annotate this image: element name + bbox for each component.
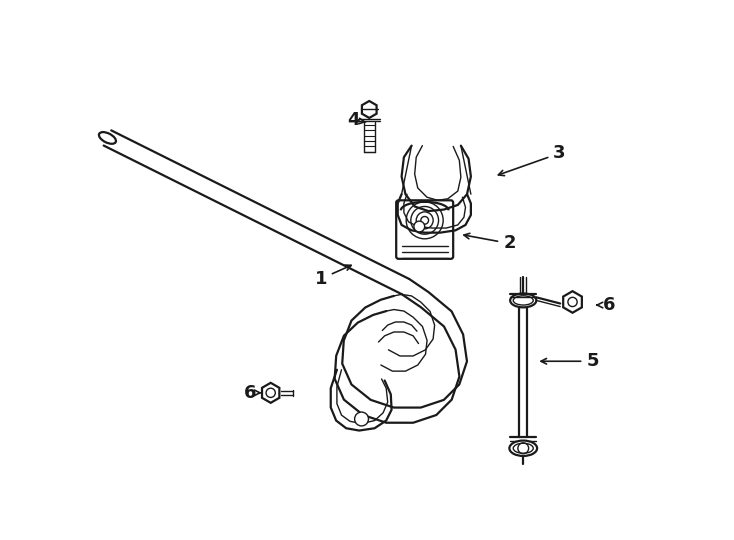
Circle shape — [355, 412, 368, 426]
Circle shape — [414, 221, 425, 232]
FancyBboxPatch shape — [396, 200, 453, 259]
Text: 3: 3 — [498, 144, 566, 176]
Text: 5: 5 — [541, 352, 599, 370]
Text: 6: 6 — [597, 296, 616, 314]
Text: 2: 2 — [464, 233, 515, 252]
Ellipse shape — [509, 441, 537, 456]
Polygon shape — [563, 291, 582, 313]
Text: 6: 6 — [244, 384, 262, 402]
Ellipse shape — [99, 132, 116, 144]
Polygon shape — [362, 101, 377, 118]
Ellipse shape — [510, 294, 537, 307]
Polygon shape — [262, 383, 280, 403]
Text: 1: 1 — [314, 265, 351, 288]
Text: 4: 4 — [348, 111, 366, 129]
